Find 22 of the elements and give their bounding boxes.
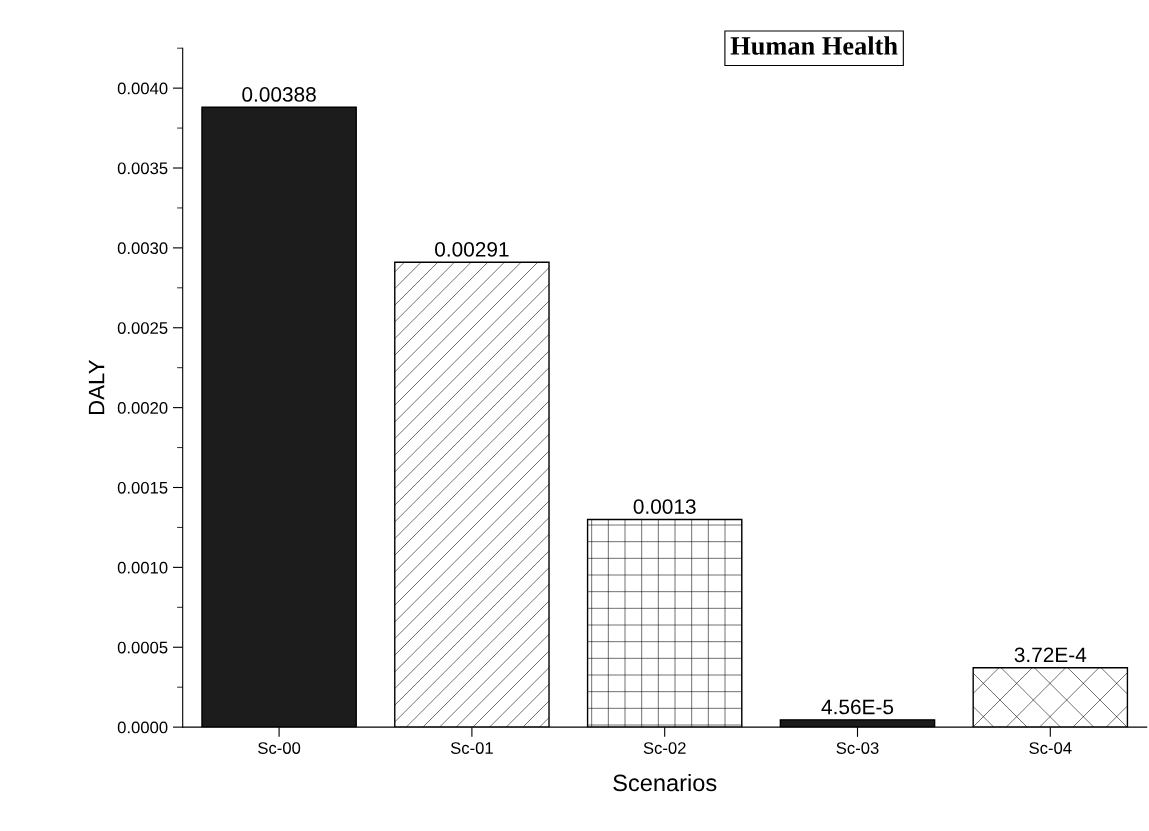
x-tick-label: Sc-00 [258,742,301,754]
x-tick-label: Sc-03 [836,742,879,754]
data-label: 3.72E-4 [1014,647,1087,663]
chart-title: Human Health [730,36,898,55]
y-tick-label: 0.0010 [117,561,168,574]
data-label: 0.00388 [242,87,316,102]
x-tick-label: Sc-02 [643,742,686,754]
data-label: 0.0013 [633,499,696,514]
y-tick-label: 0.0015 [117,481,168,494]
x-tick-label: Sc-01 [450,742,493,754]
y-tick-label: 0.0020 [117,402,168,414]
x-axis-title: Scenarios [613,773,717,792]
y-tick-label: 0.0000 [117,721,168,734]
data-label: 0.00291 [435,242,509,257]
y-tick-label: 0.0030 [117,242,168,255]
y-tick-label: 0.0040 [117,82,168,95]
y-axis-title: DALY [88,359,105,415]
y-tick-label: 0.0035 [117,162,168,175]
data-label: 4.56E-5 [821,699,894,715]
x-tick-label: Sc-04 [1029,742,1072,754]
y-tick-label: 0.0005 [117,641,168,654]
y-tick-label: 0.0025 [117,322,168,334]
